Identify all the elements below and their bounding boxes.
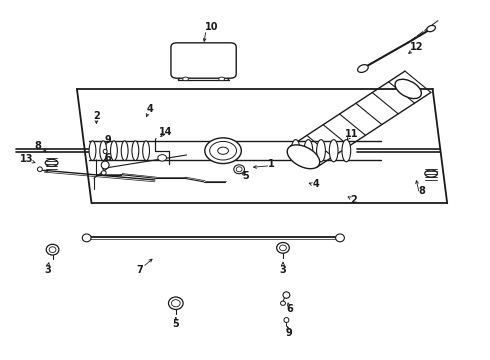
Ellipse shape bbox=[234, 165, 245, 174]
Ellipse shape bbox=[219, 77, 224, 81]
Ellipse shape bbox=[46, 244, 59, 255]
Ellipse shape bbox=[329, 140, 338, 162]
Text: 4: 4 bbox=[147, 104, 153, 114]
Text: 9: 9 bbox=[286, 328, 292, 338]
Text: 11: 11 bbox=[344, 129, 358, 139]
Ellipse shape bbox=[101, 171, 106, 175]
Ellipse shape bbox=[121, 141, 128, 161]
Ellipse shape bbox=[304, 140, 313, 162]
Ellipse shape bbox=[100, 141, 107, 161]
Ellipse shape bbox=[89, 141, 96, 161]
Ellipse shape bbox=[395, 79, 421, 99]
Ellipse shape bbox=[210, 141, 237, 160]
Text: 5: 5 bbox=[243, 171, 249, 181]
Text: 1: 1 bbox=[269, 159, 275, 169]
Ellipse shape bbox=[336, 234, 344, 242]
Ellipse shape bbox=[281, 301, 286, 305]
Text: 3: 3 bbox=[280, 265, 286, 275]
Ellipse shape bbox=[172, 300, 180, 307]
Ellipse shape bbox=[277, 243, 289, 253]
Text: 14: 14 bbox=[159, 127, 173, 137]
Ellipse shape bbox=[183, 77, 189, 81]
Text: 9: 9 bbox=[104, 135, 111, 145]
Text: 8: 8 bbox=[418, 186, 425, 197]
Ellipse shape bbox=[236, 167, 242, 172]
Ellipse shape bbox=[37, 167, 42, 172]
Ellipse shape bbox=[101, 161, 109, 169]
Text: 7: 7 bbox=[137, 265, 144, 275]
FancyBboxPatch shape bbox=[171, 43, 236, 78]
Ellipse shape bbox=[287, 145, 319, 169]
Ellipse shape bbox=[427, 26, 436, 32]
Ellipse shape bbox=[49, 247, 56, 252]
Ellipse shape bbox=[158, 155, 167, 161]
Ellipse shape bbox=[132, 141, 139, 161]
Text: 2: 2 bbox=[350, 195, 357, 205]
Ellipse shape bbox=[425, 170, 438, 177]
Ellipse shape bbox=[342, 140, 351, 162]
Text: 4: 4 bbox=[312, 179, 319, 189]
Text: 6: 6 bbox=[104, 153, 111, 163]
Ellipse shape bbox=[45, 159, 58, 166]
Ellipse shape bbox=[82, 234, 91, 242]
Text: 6: 6 bbox=[287, 304, 293, 314]
Ellipse shape bbox=[284, 318, 289, 323]
Ellipse shape bbox=[218, 147, 228, 154]
Text: 10: 10 bbox=[205, 22, 219, 32]
Text: 5: 5 bbox=[172, 319, 179, 329]
Text: 3: 3 bbox=[44, 265, 51, 275]
Ellipse shape bbox=[317, 140, 325, 162]
Ellipse shape bbox=[143, 141, 149, 161]
Ellipse shape bbox=[283, 292, 290, 298]
Text: 13: 13 bbox=[20, 154, 33, 164]
Ellipse shape bbox=[103, 149, 107, 154]
Ellipse shape bbox=[169, 297, 183, 310]
Text: 12: 12 bbox=[410, 42, 423, 52]
Ellipse shape bbox=[291, 140, 300, 162]
Ellipse shape bbox=[111, 141, 117, 161]
Ellipse shape bbox=[358, 65, 368, 72]
Text: 8: 8 bbox=[34, 141, 41, 151]
Ellipse shape bbox=[205, 138, 242, 163]
Text: 2: 2 bbox=[93, 111, 100, 121]
Ellipse shape bbox=[280, 245, 287, 251]
